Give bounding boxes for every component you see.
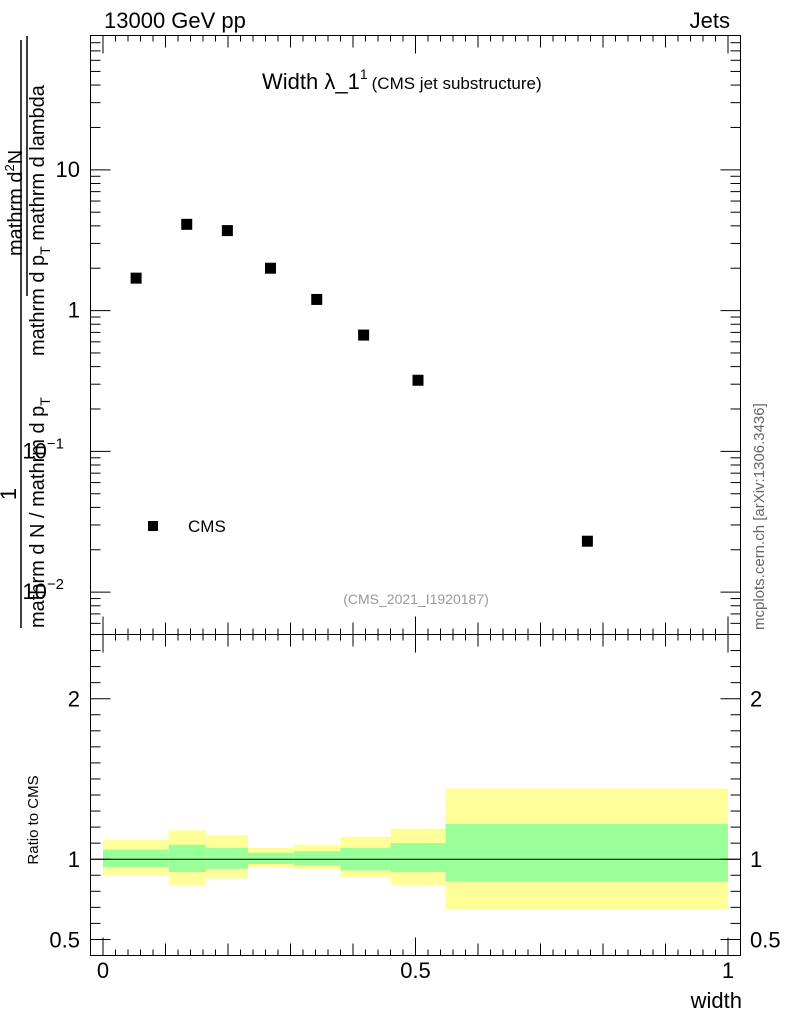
y-label-d2-denominator: mathrm d pT mathrm d lambda: [27, 84, 53, 356]
stat-uncertainty-band: [206, 847, 248, 869]
tick-exponent: −1: [47, 435, 64, 452]
y-label-denominator-1: mathrm d N / mathrm d pT: [27, 397, 53, 628]
ratio-x-tick-label: 0: [97, 958, 109, 983]
y-label-d2-den-sub: T: [37, 246, 53, 255]
cms-data-point: [130, 272, 142, 284]
cms-data-point: [581, 535, 593, 547]
stat-uncertainty-band: [103, 849, 169, 868]
main-axis-ticks: [90, 35, 741, 635]
cms-data-point: [181, 218, 193, 230]
cms-data-point: [358, 329, 370, 341]
main-y-axis-label: 1 mathrm d N / mathrm d pT mathrm d2N ma…: [0, 36, 53, 628]
legend-marker-cms: [148, 521, 158, 531]
tick-base: 10: [22, 438, 46, 463]
y-label-denominator-sub: T: [37, 397, 53, 406]
y-label-numerator-1: 1: [0, 488, 21, 500]
ratio-y-tick-label-left: 2: [68, 687, 80, 712]
ratio-y-tick-label-left: 0.5: [49, 927, 80, 952]
ratio-x-tick-labels: 0 0.5 1: [97, 958, 734, 983]
stat-uncertainty-band: [293, 851, 341, 866]
main-plot-frame: [90, 35, 741, 635]
ratio-y-tick-label-right: 1: [750, 847, 762, 872]
plot-title-main: Width λ_1: [262, 69, 360, 94]
header-energy-label: 13000 GeV pp: [104, 8, 246, 33]
stat-uncertainty-band: [390, 843, 446, 873]
tick-exponent: −2: [47, 576, 64, 593]
ratio-uncertainty-bands: [103, 788, 728, 909]
cms-data-point: [221, 225, 233, 237]
main-y-tick-label: 1: [68, 298, 80, 323]
cms-data-point: [265, 262, 276, 274]
ratio-x-tick-label: 0.5: [400, 958, 431, 983]
stat-uncertainty-band: [168, 844, 207, 873]
y-label-denominator-main: mathrm d N / mathrm d p: [27, 406, 49, 628]
ratio-y-axis-label: Ratio to CMS: [25, 775, 42, 864]
main-y-tick-label: 10−2: [22, 576, 64, 604]
ratio-x-axis-label: width: [690, 988, 742, 1013]
ratio-y-tick-label-right: 2: [750, 687, 762, 712]
plot-title-superscript: 1: [360, 66, 368, 82]
stat-uncertainty-band: [445, 823, 728, 882]
main-y-tick-label: 10−1: [22, 435, 64, 463]
main-y-tick-label: 10: [56, 157, 80, 182]
plot-title: Width λ_11 (CMS jet substructure): [262, 66, 542, 94]
y-label-d2-numerator: mathrm d2N: [2, 150, 27, 256]
header-process-label: Jets: [690, 8, 730, 33]
analysis-watermark: (CMS_2021_I1920187): [343, 591, 489, 607]
ratio-x-tick-label: 1: [722, 958, 734, 983]
ratio-axis-ticks: [90, 634, 741, 956]
plot-subtitle: (CMS jet substructure): [372, 74, 542, 93]
cms-data-point: [412, 374, 424, 386]
cms-data-points: [130, 218, 593, 547]
legend-label-cms: CMS: [188, 517, 226, 536]
mcplots-side-label: mcplots.cern.ch [arXiv:1306.3436]: [751, 403, 768, 630]
ratio-y-tick-labels: 2 2 1 1 0.5 0.5: [49, 687, 780, 953]
y-label-d2-num-sup: 2: [2, 164, 17, 171]
stat-uncertainty-band: [248, 852, 294, 865]
tick-base: 10: [22, 579, 46, 604]
y-label-d2-den-main: mathrm d p: [27, 255, 49, 356]
y-label-d2-num-tail: N: [5, 150, 27, 164]
cms-data-point: [311, 293, 323, 305]
ratio-y-tick-label-left: 1: [68, 847, 80, 872]
ratio-y-tick-label-right: 0.5: [750, 927, 781, 952]
y-label-d2-den-tail: mathrm d lambda: [27, 84, 49, 246]
y-label-d2-num-main: mathrm d: [5, 172, 27, 256]
